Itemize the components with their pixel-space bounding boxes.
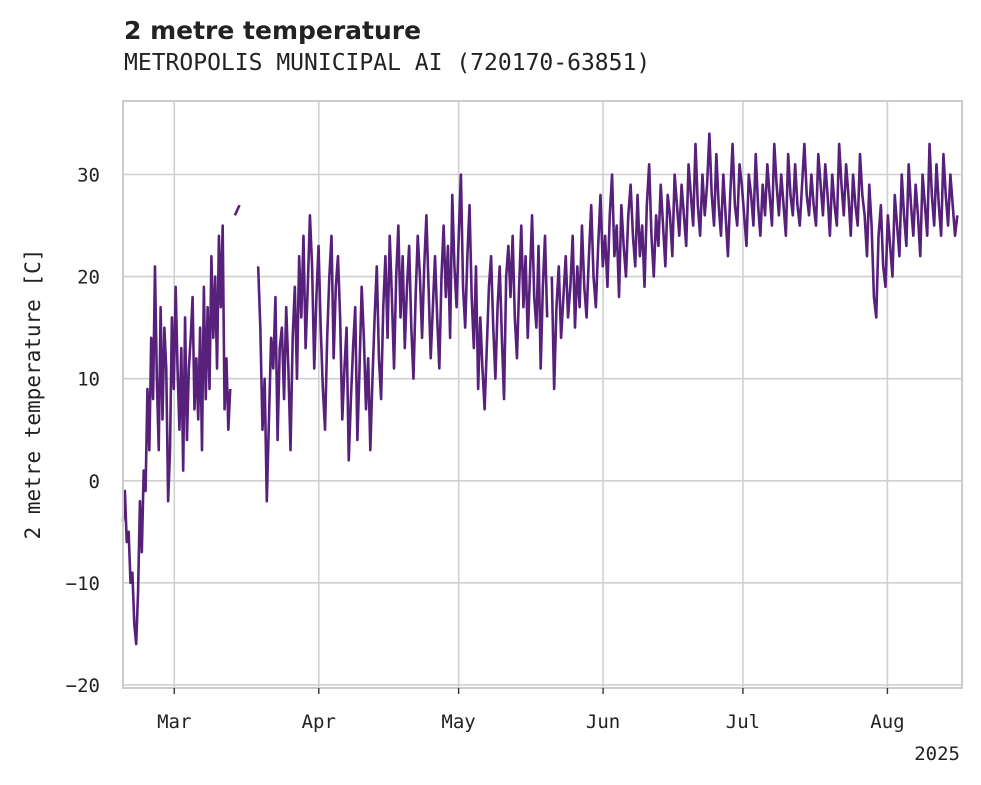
x-tick-label: May bbox=[441, 711, 475, 733]
x-tick-label: Jul bbox=[726, 711, 760, 733]
y-axis-label: 2 metre temperature [C] bbox=[21, 249, 45, 540]
y-tick-label: 10 bbox=[77, 369, 100, 391]
series-layer bbox=[121, 132, 959, 646]
y-tick-label: 30 bbox=[77, 165, 100, 187]
y-tick-label: 0 bbox=[89, 471, 100, 493]
x-axis-offset-label: 2025 bbox=[914, 743, 960, 765]
y-tick-label: 20 bbox=[77, 267, 100, 289]
chart-title: 2 metre temperature bbox=[124, 16, 422, 45]
chart-subtitle: METROPOLIS MUNICIPAL AI (720170-63851) bbox=[124, 50, 651, 76]
temperature-series-line bbox=[550, 132, 959, 391]
temperature-series-line bbox=[121, 224, 232, 646]
x-tick-label: Jun bbox=[586, 711, 620, 733]
axes-layer: −20 −10 0 10 20 30 Mar Apr May Jun Jul Aug bbox=[66, 165, 905, 733]
gridlines bbox=[123, 101, 962, 688]
x-tick-label: Aug bbox=[870, 711, 904, 733]
y-tick-label: −20 bbox=[66, 675, 100, 697]
x-tick-label: Mar bbox=[157, 711, 191, 733]
temperature-series-line bbox=[233, 204, 241, 216]
temperature-series-line bbox=[256, 173, 549, 503]
x-tick-label: Apr bbox=[302, 711, 336, 733]
plot-frame bbox=[122, 100, 963, 689]
y-tick-label: −10 bbox=[66, 573, 100, 595]
